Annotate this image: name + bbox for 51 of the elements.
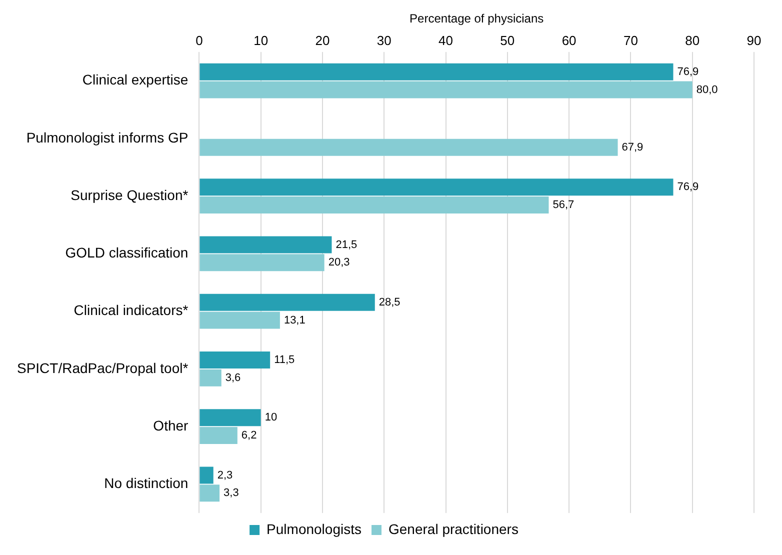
- data-label: 80,0: [696, 84, 718, 96]
- bar: [200, 254, 324, 272]
- bar: [200, 484, 220, 502]
- data-label: 20,3: [328, 256, 350, 269]
- y-tick-label: SPICT/RadPac/Propal tool*: [16, 360, 189, 376]
- data-label: 56,7: [552, 199, 574, 212]
- bar: [200, 178, 674, 196]
- y-tick-label: Clinical indicators*: [74, 302, 189, 318]
- data-label: 2,3: [217, 469, 233, 482]
- data-label: 10: [264, 412, 278, 424]
- bar: [200, 138, 618, 156]
- data-label: 13,1: [284, 314, 306, 326]
- data-label: 6,2: [241, 430, 257, 442]
- data-label: 3,3: [224, 487, 239, 500]
- x-tick-label: 60: [562, 32, 576, 48]
- y-tick-label: Clinical expertise: [82, 72, 188, 88]
- data-label: 76,9: [677, 66, 699, 78]
- bar: [200, 369, 222, 386]
- bar: [200, 81, 692, 98]
- data-label: 21,5: [336, 238, 358, 251]
- legend-label: Pulmonologists: [266, 520, 362, 537]
- y-tick-label: Surprise Question*: [70, 186, 189, 203]
- legend-label: General practitioners: [388, 520, 518, 537]
- x-tick-label: 50: [500, 32, 515, 48]
- y-tick-label: No distinction: [104, 475, 188, 492]
- x-axis-title: Percentage of physicians: [410, 12, 544, 26]
- bar: [200, 63, 674, 80]
- bar: [200, 196, 549, 214]
- x-tick-label: 0: [196, 32, 203, 48]
- data-label: 28,5: [378, 296, 400, 308]
- x-tick-label: 40: [438, 32, 454, 48]
- bar: [200, 236, 332, 254]
- data-label: 3,6: [225, 372, 241, 384]
- x-tick-label: 30: [376, 32, 392, 48]
- y-tick-label: GOLD classification: [65, 244, 188, 261]
- data-label: 67,9: [622, 141, 644, 154]
- bar: [200, 352, 270, 368]
- x-tick-label: 10: [254, 32, 268, 48]
- x-tick-label: 90: [746, 32, 762, 48]
- y-tick-label: Pulmonologist informs GP: [26, 129, 188, 146]
- x-tick-label: 20: [315, 32, 330, 48]
- bar: [200, 294, 375, 311]
- y-tick-label: Other: [153, 417, 189, 434]
- x-tick-label: 70: [623, 32, 638, 48]
- bar: [200, 409, 261, 426]
- bar: [200, 466, 214, 484]
- bar: [200, 427, 238, 444]
- bar: [200, 312, 280, 329]
- data-label: 11,5: [274, 354, 295, 366]
- data-label: 76,9: [677, 181, 699, 194]
- x-tick-label: 80: [685, 32, 700, 48]
